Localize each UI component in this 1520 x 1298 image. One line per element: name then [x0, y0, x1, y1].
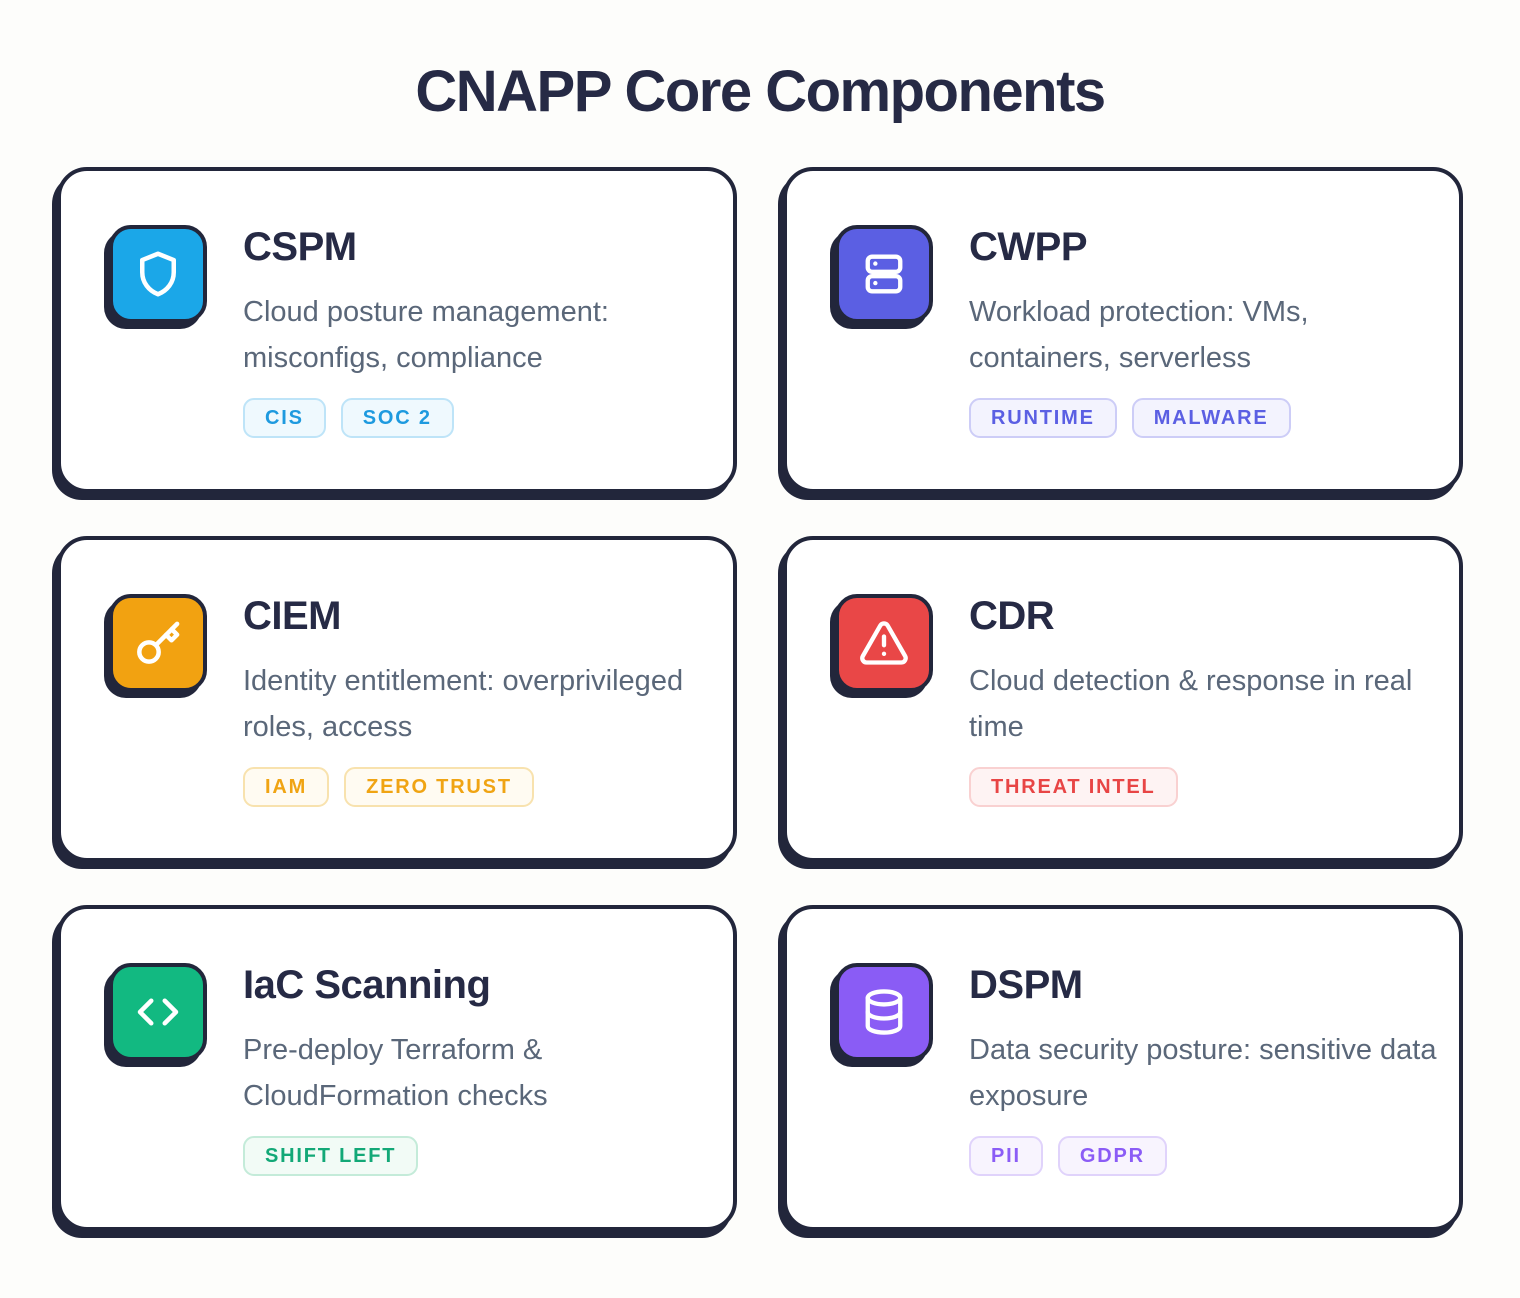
card-description: Cloud posture management: misconfigs, co…	[243, 296, 609, 374]
card-content: CIEM Identity entitlement: overprivilege…	[243, 592, 711, 807]
tag-list: PII GDPR	[969, 1136, 1437, 1176]
tag-badge: CIS	[243, 398, 326, 438]
card-title: CSPM	[243, 225, 357, 269]
tag-badge: SHIFT LEFT	[243, 1136, 419, 1176]
card-title: CWPP	[969, 225, 1088, 269]
alert-triangle-icon	[835, 594, 933, 692]
database-icon	[835, 963, 933, 1061]
tag-badge: PII	[969, 1136, 1043, 1176]
card-content: IaC Scanning Pre-deploy Terraform & Clou…	[243, 961, 711, 1176]
tag-list: THREAT INTEL	[969, 767, 1437, 807]
card-content: CWPP Workload protection: VMs, container…	[969, 223, 1437, 438]
card-dspm: DSPM Data security posture: sensitive da…	[783, 905, 1463, 1231]
card-cwpp: CWPP Workload protection: VMs, container…	[783, 167, 1463, 493]
card-ciem: CIEM Identity entitlement: overprivilege…	[57, 536, 737, 862]
tag-badge: THREAT INTEL	[969, 767, 1178, 807]
card-iac-scanning: IaC Scanning Pre-deploy Terraform & Clou…	[57, 905, 737, 1231]
tag-badge: RUNTIME	[969, 398, 1117, 438]
page-title: CNAPP Core Components	[415, 59, 1106, 124]
tag-badge: SOC 2	[340, 398, 454, 438]
card-content: CDR Cloud detection & response in real t…	[969, 592, 1437, 807]
tag-badge: GDPR	[1057, 1136, 1167, 1176]
card-description: Identity entitlement: overprivileged rol…	[243, 665, 684, 743]
tag-list: RUNTIME MALWARE	[969, 398, 1437, 438]
tag-list: CIS SOC 2	[243, 398, 711, 438]
card-description: Data security posture: sensitive data ex…	[969, 1034, 1437, 1112]
tag-list: SHIFT LEFT	[243, 1136, 711, 1176]
card-content: DSPM Data security posture: sensitive da…	[969, 961, 1437, 1176]
shield-icon	[109, 225, 207, 323]
card-title: CIEM	[243, 594, 342, 638]
key-icon	[109, 594, 207, 692]
cards-grid: CSPM Cloud posture management: misconfig…	[57, 167, 1463, 1231]
code-brackets-icon	[109, 963, 207, 1061]
card-title: CDR	[969, 594, 1055, 638]
card-description: Pre-deploy Terraform & CloudFormation ch…	[243, 1034, 548, 1112]
card-description: Workload protection: VMs, containers, se…	[969, 296, 1309, 374]
tag-list: IAM ZERO TRUST	[243, 767, 711, 807]
card-title: IaC Scanning	[243, 963, 491, 1007]
card-cspm: CSPM Cloud posture management: misconfig…	[57, 167, 737, 493]
tag-badge: MALWARE	[1131, 398, 1291, 438]
tag-badge: IAM	[243, 767, 330, 807]
card-content: CSPM Cloud posture management: misconfig…	[243, 223, 711, 438]
server-icon	[835, 225, 933, 323]
card-description: Cloud detection & response in real time	[969, 665, 1413, 743]
tag-badge: ZERO TRUST	[344, 767, 534, 807]
card-cdr: CDR Cloud detection & response in real t…	[783, 536, 1463, 862]
card-title: DSPM	[969, 963, 1083, 1007]
